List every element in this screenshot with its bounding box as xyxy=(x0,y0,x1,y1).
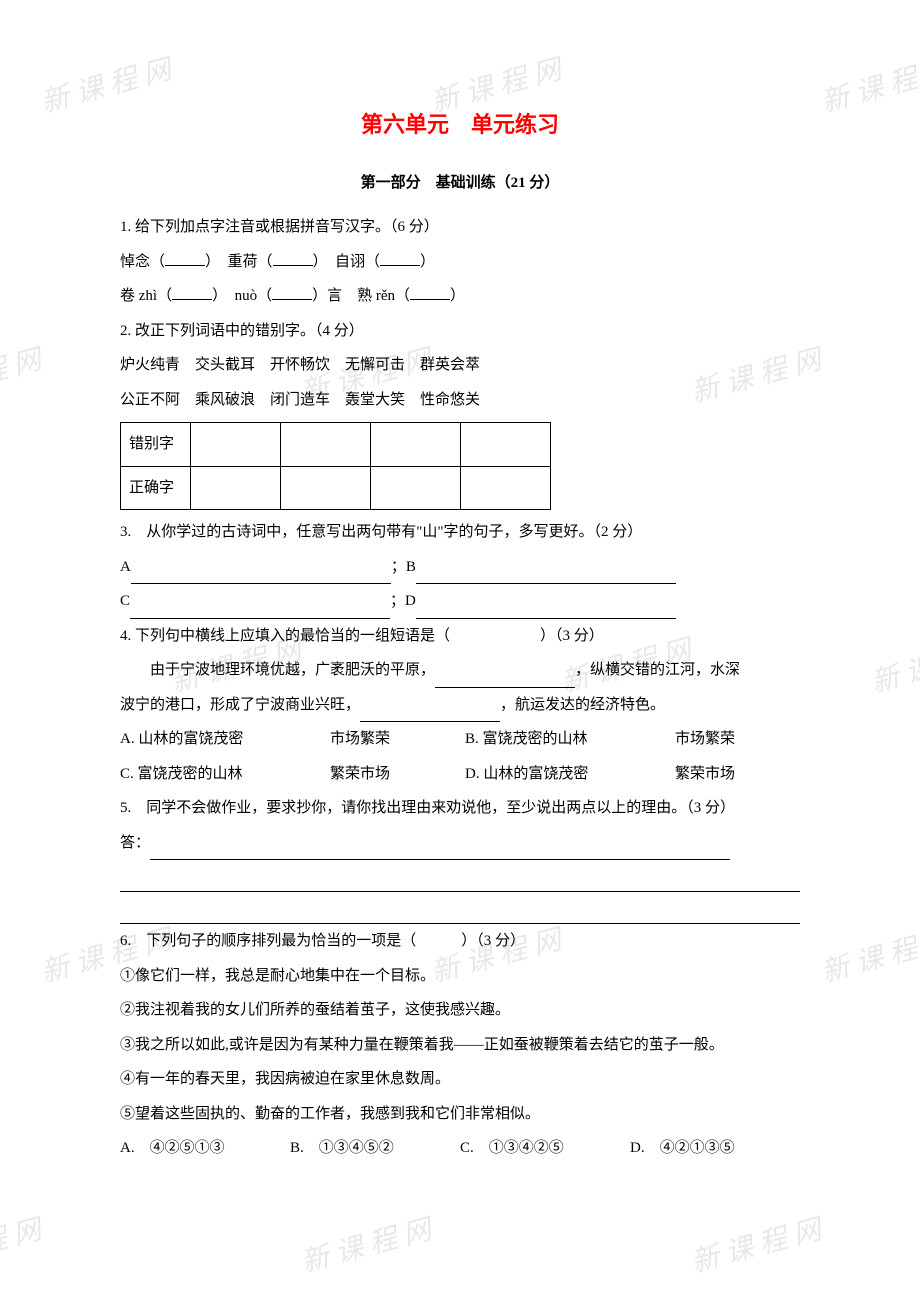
table-cell[interactable] xyxy=(191,466,281,510)
option-c-right: 繁荣市场 xyxy=(330,757,465,792)
table-cell[interactable] xyxy=(191,423,281,467)
watermark-text: 新 课 程 网 xyxy=(814,909,920,1006)
q6-s4: ④有一年的春天里，我因病被迫在家里休息数周。 xyxy=(120,1062,800,1097)
q6-s2: ②我注视着我的女儿们所养的蚕结着茧子，这使我感兴趣。 xyxy=(120,993,800,1028)
table-cell[interactable] xyxy=(281,466,371,510)
option-a-left: A. 山林的富饶茂密 xyxy=(120,722,330,757)
table-cell[interactable] xyxy=(461,423,551,467)
option-b-left: B. 富饶茂密的山林 xyxy=(465,722,675,757)
q1-text: ）言 熟 rěn（ xyxy=(312,288,410,304)
table-row: 正确字 xyxy=(121,466,551,510)
option-b: B. ①③④⑤② xyxy=(290,1131,460,1166)
question-5: 5. 同学不会做作业，要求抄你，请你找出理由来劝说他，至少说出两点以上的理由。（… xyxy=(120,791,800,924)
option-a-right: 市场繁荣 xyxy=(330,722,465,757)
q2-prompt: 2. 改正下列词语中的错别字。（4 分） xyxy=(120,314,800,349)
watermark-text: 新 课 程 网 xyxy=(864,619,920,716)
option-c-left: C. 富饶茂密的山林 xyxy=(120,757,330,792)
q6-prompt: 6. 下列句子的顺序排列最为恰当的一项是（ ）（3 分） xyxy=(120,924,800,959)
q1-text: ） 重荷（ xyxy=(205,254,273,270)
label-c: C xyxy=(120,593,130,609)
document-content: 第六单元 单元练习 第一部分 基础训练（21 分） 1. 给下列加点字注音或根据… xyxy=(120,100,800,1166)
answer-label: 答： xyxy=(120,835,150,851)
blank-line[interactable] xyxy=(120,892,800,924)
q3-prompt: 3. 从你学过的古诗词中，任意写出两句带有"山"字的句子，多写更好。（2 分） xyxy=(120,515,800,550)
q4-text: ，纵横交错的江河，水深 xyxy=(575,662,740,678)
option-d-left: D. 山林的富饶茂密 xyxy=(465,757,675,792)
q6-options: A. ④②⑤①③ B. ①③④⑤② C. ①③④②⑤ D. ④②①③⑤ xyxy=(120,1131,800,1166)
option-b-right: 市场繁荣 xyxy=(675,731,735,747)
q4-options-row1: A. 山林的富饶茂密市场繁荣B. 富饶茂密的山林市场繁荣 xyxy=(120,722,800,757)
blank-input[interactable] xyxy=(150,859,730,860)
q4-body2: 波宁的港口，形成了宁波商业兴旺， ，航运发达的经济特色。 xyxy=(120,688,800,723)
section-subtitle: 第一部分 基础训练（21 分） xyxy=(120,166,800,201)
q1-text: ） nuò（ xyxy=(212,288,272,304)
q5-answer: 答： xyxy=(120,826,800,861)
question-6: 6. 下列句子的顺序排列最为恰当的一项是（ ）（3 分） ①像它们一样，我总是耐… xyxy=(120,924,800,1166)
q1-prompt: 1. 给下列加点字注音或根据拼音写汉字。（6 分） xyxy=(120,210,800,245)
q4-prompt: 4. 下列句中横线上应填入的最恰当的一组短语是（ ）（3 分） xyxy=(120,619,800,654)
question-3: 3. 从你学过的古诗词中，任意写出两句带有"山"字的句子，多写更好。（2 分） … xyxy=(120,515,800,619)
q2-words1: 炉火纯青 交头截耳 开怀畅饮 无懈可击 群英会萃 xyxy=(120,348,800,383)
watermark-text: 新 课 程 网 xyxy=(684,1199,829,1296)
label-b: ；B xyxy=(391,559,416,575)
blank-line[interactable] xyxy=(120,860,800,892)
label-a: A xyxy=(120,559,131,575)
q1-text: 卷 zhì（ xyxy=(120,288,172,304)
blank-input[interactable] xyxy=(272,299,312,300)
main-title: 第六单元 单元练习 xyxy=(120,100,800,151)
watermark-text: 新 课 程 网 xyxy=(814,39,920,136)
option-a: A. ④②⑤①③ xyxy=(120,1131,290,1166)
q1-line2: 卷 zhì（ ） nuò（ ）言 熟 rěn（ ） xyxy=(120,279,800,314)
q4-options-row2: C. 富饶茂密的山林繁荣市场D. 山林的富饶茂密繁荣市场 xyxy=(120,757,800,792)
q1-text: ） xyxy=(450,288,465,304)
table-cell[interactable] xyxy=(371,423,461,467)
q1-line1: 悼念（ ） 重荷（ ） 自诩（ ） xyxy=(120,245,800,280)
q4-body: 由于宁波地理环境优越，广袤肥沃的平原， ，纵横交错的江河，水深 xyxy=(120,653,800,688)
blank-input[interactable] xyxy=(165,265,205,266)
label-d: ；D xyxy=(390,593,416,609)
q1-text: ） 自诩（ xyxy=(313,254,381,270)
table-cell[interactable] xyxy=(371,466,461,510)
question-2: 2. 改正下列词语中的错别字。（4 分） 炉火纯青 交头截耳 开怀畅饮 无懈可击… xyxy=(120,314,800,511)
option-c: C. ①③④②⑤ xyxy=(460,1131,630,1166)
table-row: 错别字 xyxy=(121,423,551,467)
question-4: 4. 下列句中横线上应填入的最恰当的一组短语是（ ）（3 分） 由于宁波地理环境… xyxy=(120,619,800,792)
option-d-right: 繁荣市场 xyxy=(675,766,735,782)
q6-s1: ①像它们一样，我总是耐心地集中在一个目标。 xyxy=(120,959,800,994)
option-d: D. ④②①③⑤ xyxy=(630,1131,800,1166)
question-1: 1. 给下列加点字注音或根据拼音写汉字。（6 分） 悼念（ ） 重荷（ ） 自诩（ ）… xyxy=(120,210,800,314)
q1-text: ） xyxy=(420,254,435,270)
blank-input[interactable] xyxy=(172,299,212,300)
table-cell[interactable] xyxy=(461,466,551,510)
watermark-text: 新 课 程 网 xyxy=(0,329,49,426)
row-header: 正确字 xyxy=(121,466,191,510)
watermark-text: 新 课 程 网 xyxy=(294,1199,439,1296)
correction-table: 错别字 正确字 xyxy=(120,422,551,510)
q4-text: 波宁的港口，形成了宁波商业兴旺， xyxy=(120,697,360,713)
table-cell[interactable] xyxy=(281,423,371,467)
q4-text: 由于宁波地理环境优越，广袤肥沃的平原， xyxy=(150,662,435,678)
blank-input[interactable] xyxy=(410,299,450,300)
q5-prompt: 5. 同学不会做作业，要求抄你，请你找出理由来劝说他，至少说出两点以上的理由。（… xyxy=(120,791,800,826)
q2-words2: 公正不阿 乘风破浪 闭门造车 轰堂大笑 性命悠关 xyxy=(120,383,800,418)
q6-s5: ⑤望着这些固执的、勤奋的工作者，我感到我和它们非常相似。 xyxy=(120,1097,800,1132)
blank-input[interactable] xyxy=(380,265,420,266)
row-header: 错别字 xyxy=(121,423,191,467)
q4-text: ，航运发达的经济特色。 xyxy=(500,697,665,713)
q6-s3: ③我之所以如此,或许是因为有某种力量在鞭策着我——正如蚕被鞭策着去结它的茧子一般… xyxy=(120,1028,800,1063)
q1-text: 悼念（ xyxy=(120,254,165,270)
blank-input[interactable] xyxy=(273,265,313,266)
q3-line-cd: C ；D xyxy=(120,584,800,619)
watermark-text: 新 课 程 网 xyxy=(0,1199,49,1296)
q3-line-ab: A ；B xyxy=(120,550,800,585)
